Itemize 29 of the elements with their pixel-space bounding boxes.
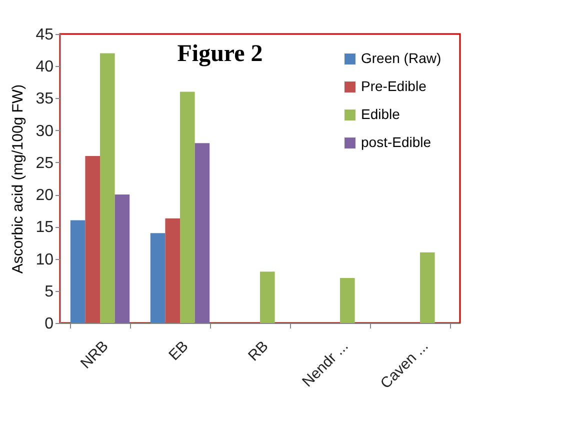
y-tick-label: 40 [36, 58, 54, 76]
y-tick-label: 45 [36, 26, 54, 44]
y-axis-title: Ascorbic acid (mg/100g FW) [10, 84, 27, 274]
bar [260, 272, 275, 323]
bar [70, 220, 86, 323]
x-tick-label: EB [166, 338, 192, 364]
bar [165, 218, 180, 323]
bar [85, 156, 100, 323]
chart-title: Figure 2 [177, 41, 263, 67]
bar [180, 92, 195, 323]
y-tick-label: 15 [36, 219, 54, 236]
y-tick-label: 10 [36, 251, 54, 268]
y-tick-label: 5 [44, 283, 54, 300]
y-tick-label: 35 [36, 90, 54, 108]
x-tick-label: RB [245, 338, 272, 365]
y-tick-label: 25 [36, 154, 54, 172]
y-tick-label: 0 [44, 316, 54, 332]
legend-label: Pre-Edible [361, 78, 427, 94]
y-tick-label: 20 [36, 187, 54, 204]
bar [100, 53, 115, 323]
bar [340, 278, 355, 323]
legend-label: Edible [361, 106, 400, 122]
bar [150, 233, 166, 323]
legend-label: Green (Raw) [361, 50, 442, 66]
legend-label: post-Edible [361, 134, 432, 150]
bar [420, 252, 435, 323]
y-tick-label: 30 [36, 122, 54, 140]
bar [194, 143, 210, 323]
bar [114, 194, 130, 323]
